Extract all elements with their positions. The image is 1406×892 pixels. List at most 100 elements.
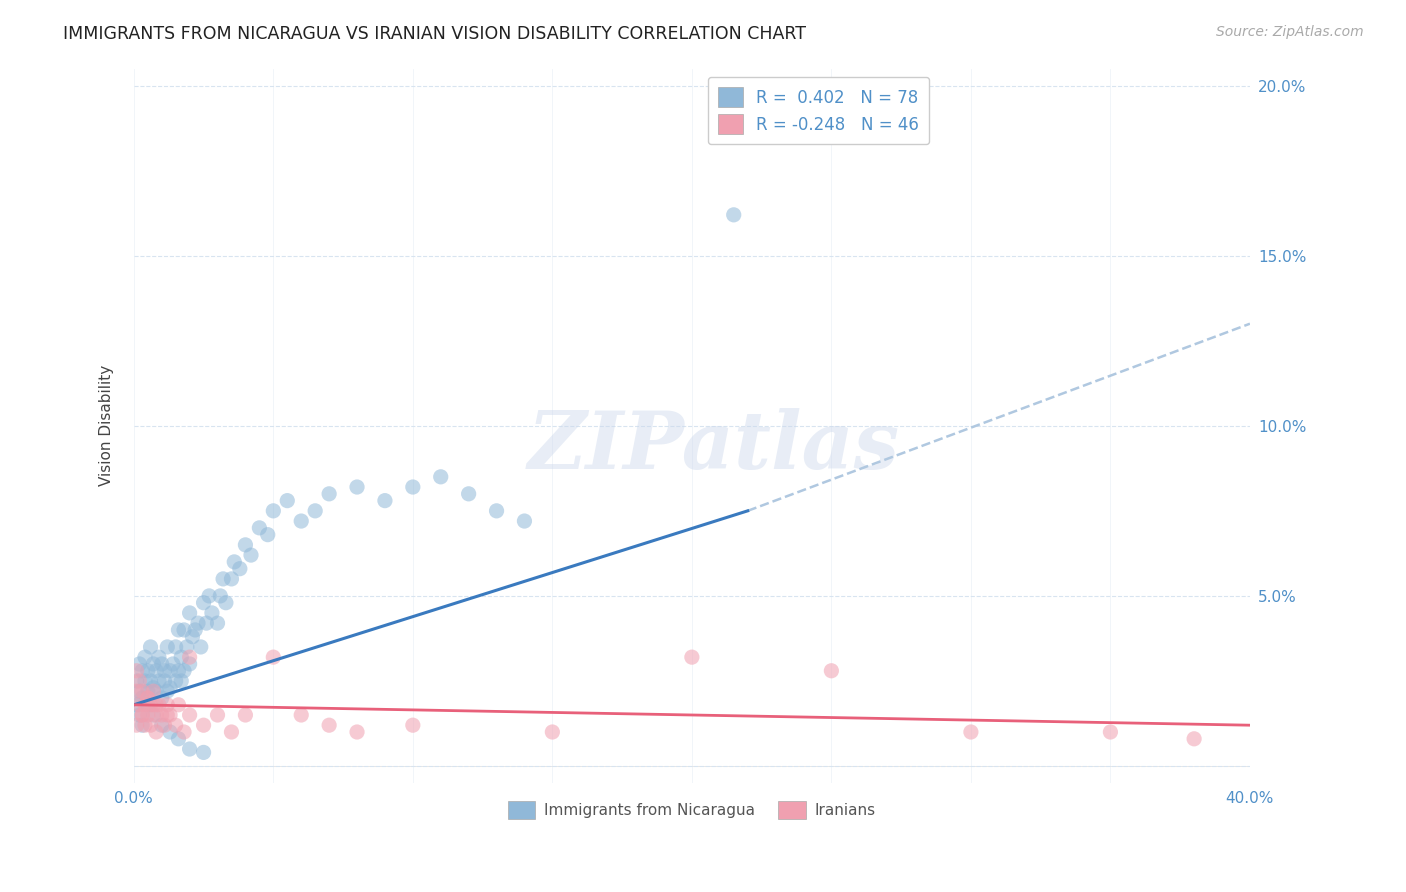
Point <box>145 664 167 678</box>
Point <box>125 698 148 712</box>
Text: IMMIGRANTS FROM NICARAGUA VS IRANIAN VISION DISABILITY CORRELATION CHART: IMMIGRANTS FROM NICARAGUA VS IRANIAN VIS… <box>63 25 806 43</box>
Point <box>150 708 173 723</box>
Point <box>156 708 179 723</box>
Point <box>156 698 179 712</box>
Point <box>402 480 425 494</box>
Point <box>156 684 179 698</box>
Point <box>187 616 209 631</box>
Point <box>128 673 150 688</box>
Point <box>179 606 201 620</box>
Point <box>262 650 284 665</box>
Point <box>128 708 150 723</box>
Point <box>429 470 451 484</box>
Point <box>131 708 153 723</box>
Point <box>173 623 195 637</box>
Point <box>167 664 190 678</box>
Point <box>318 487 340 501</box>
Point <box>148 698 170 712</box>
Point <box>148 650 170 665</box>
Point <box>193 746 215 760</box>
Point <box>179 708 201 723</box>
Point <box>207 616 229 631</box>
Point <box>159 708 181 723</box>
Point <box>139 673 162 688</box>
Point <box>541 725 564 739</box>
Point <box>150 690 173 705</box>
Text: ZIPatlas: ZIPatlas <box>529 409 900 486</box>
Point <box>136 698 159 712</box>
Point <box>1182 731 1205 746</box>
Point <box>128 657 150 671</box>
Point <box>136 664 159 678</box>
Point <box>134 673 156 688</box>
Point <box>125 664 148 678</box>
Point <box>153 718 176 732</box>
Point <box>485 504 508 518</box>
Point <box>195 616 218 631</box>
Point <box>184 623 207 637</box>
Point <box>190 640 212 654</box>
Point <box>179 650 201 665</box>
Point <box>139 718 162 732</box>
Point <box>170 650 193 665</box>
Point <box>181 630 204 644</box>
Point <box>207 708 229 723</box>
Point <box>215 596 238 610</box>
Point <box>159 664 181 678</box>
Point <box>136 690 159 705</box>
Point <box>134 650 156 665</box>
Point <box>125 684 148 698</box>
Point <box>142 708 165 723</box>
Point <box>131 684 153 698</box>
Point <box>167 731 190 746</box>
Point <box>290 514 312 528</box>
Text: Source: ZipAtlas.com: Source: ZipAtlas.com <box>1216 25 1364 39</box>
Point <box>142 684 165 698</box>
Point <box>212 572 235 586</box>
Point <box>165 673 187 688</box>
Point <box>125 718 148 732</box>
Point <box>193 596 215 610</box>
Point <box>173 664 195 678</box>
Point <box>318 718 340 732</box>
Y-axis label: Vision Disability: Vision Disability <box>100 365 114 486</box>
Point <box>139 640 162 654</box>
Point <box>256 527 278 541</box>
Point <box>513 514 536 528</box>
Point <box>134 698 156 712</box>
Point <box>145 684 167 698</box>
Point <box>179 657 201 671</box>
Point <box>139 698 162 712</box>
Point <box>131 708 153 723</box>
Point <box>145 725 167 739</box>
Point <box>136 684 159 698</box>
Point <box>128 684 150 698</box>
Point <box>290 708 312 723</box>
Point <box>221 572 243 586</box>
Point <box>247 521 270 535</box>
Point <box>209 589 232 603</box>
Point <box>153 664 176 678</box>
Point <box>145 698 167 712</box>
Point <box>221 725 243 739</box>
Point <box>159 681 181 695</box>
Point <box>374 493 396 508</box>
Point <box>346 725 368 739</box>
Point <box>131 664 153 678</box>
Point <box>165 640 187 654</box>
Point <box>159 725 181 739</box>
Point <box>1099 725 1122 739</box>
Point <box>304 504 326 518</box>
Point <box>150 718 173 732</box>
Point <box>201 606 224 620</box>
Point <box>723 208 745 222</box>
Point <box>402 718 425 732</box>
Point <box>179 742 201 756</box>
Point <box>262 504 284 518</box>
Point <box>193 718 215 732</box>
Point <box>165 718 187 732</box>
Point <box>235 538 257 552</box>
Point <box>240 548 263 562</box>
Point <box>136 690 159 705</box>
Point <box>136 708 159 723</box>
